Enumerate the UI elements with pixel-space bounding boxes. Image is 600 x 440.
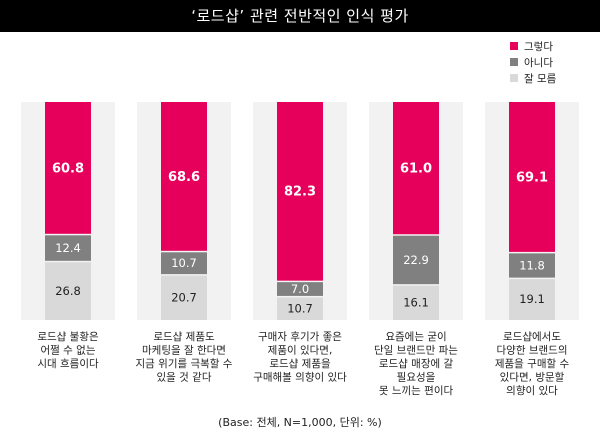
legend-swatch: [510, 58, 518, 66]
bar-segment: [277, 297, 323, 320]
data-label: 10.7: [287, 301, 313, 315]
bar-stacks: 60.8 12.4 26.8 68.6 10.7 20.7 82.3 7.0 10.7 61.0 2…: [45, 102, 555, 320]
legend-label: 그렇다: [524, 40, 553, 53]
category-labels: 로드샵 불황은 어쩔 수 없는 시대 흐름이다 로드샵 제품도 마케팅을 잘 한다면 지금…: [37, 331, 569, 397]
category-label: 로드샵에서도 다양한 브랜드의 제품을 구매할 수 있다면, 방문할 의향이 있다: [495, 331, 570, 397]
bar-segment: [393, 285, 439, 320]
bar-segment: [393, 235, 439, 285]
bar-segment: [509, 279, 555, 320]
data-label: 61.0: [400, 161, 432, 176]
data-label: 69.1: [516, 170, 548, 185]
data-label: 82.3: [284, 185, 316, 200]
category-label: 요즘에는 굳이 단일 브랜드만 파는 로드샵 매장에 갈 필요성을 못 느끼는 편이다: [374, 331, 458, 397]
category-label: 로드샵 제품도 마케팅을 잘 한다면 지금 위기를 극복할 수 있을 것 같다: [136, 331, 233, 384]
bar-segment: [393, 102, 439, 235]
data-label: 19.1: [519, 292, 545, 306]
bar-segment: [45, 102, 91, 234]
bar-segment: [509, 253, 555, 278]
bar-segment: [161, 102, 207, 251]
bar-segment: [277, 102, 323, 281]
data-label: 68.6: [168, 170, 200, 185]
bar-segment: [509, 102, 555, 252]
data-label: 10.7: [171, 256, 197, 270]
chart-title: ‘로드샵’ 관련 전반적인 인식 평가: [0, 0, 600, 32]
data-label: 12.4: [55, 241, 81, 255]
legend-label: 아니다: [524, 57, 553, 69]
bar-segment: [45, 235, 91, 261]
legend-swatch: [510, 42, 518, 50]
data-label: 7.0: [291, 282, 309, 296]
data-label: 11.8: [519, 259, 545, 273]
bar-segment: [45, 262, 91, 320]
bar-segment: [161, 275, 207, 320]
data-label: 20.7: [171, 290, 197, 304]
stacked-bar-chart: 60.8 12.4 26.8 68.6 10.7 20.7 82.3 7.0 10.7 61.0 2…: [21, 40, 579, 397]
category-label: 로드샵 불황은 어쩔 수 없는 시대 흐름이다: [37, 331, 99, 370]
bar-segment: [161, 252, 207, 275]
footnote: (Base: 전체, N=1,000, 단위: %): [218, 416, 382, 429]
data-label: 16.1: [403, 295, 429, 309]
data-label: 26.8: [55, 284, 81, 298]
data-label: 22.9: [403, 253, 429, 267]
bar-segment: [277, 282, 323, 296]
legend-label: 잘 모름: [524, 73, 557, 85]
data-label: 60.8: [52, 161, 84, 176]
category-label: 구매자 후기가 좋은 제품이 있다면, 로드샵 제품을 구매해볼 의향이 있다: [253, 331, 347, 384]
legend-swatch: [510, 74, 518, 82]
